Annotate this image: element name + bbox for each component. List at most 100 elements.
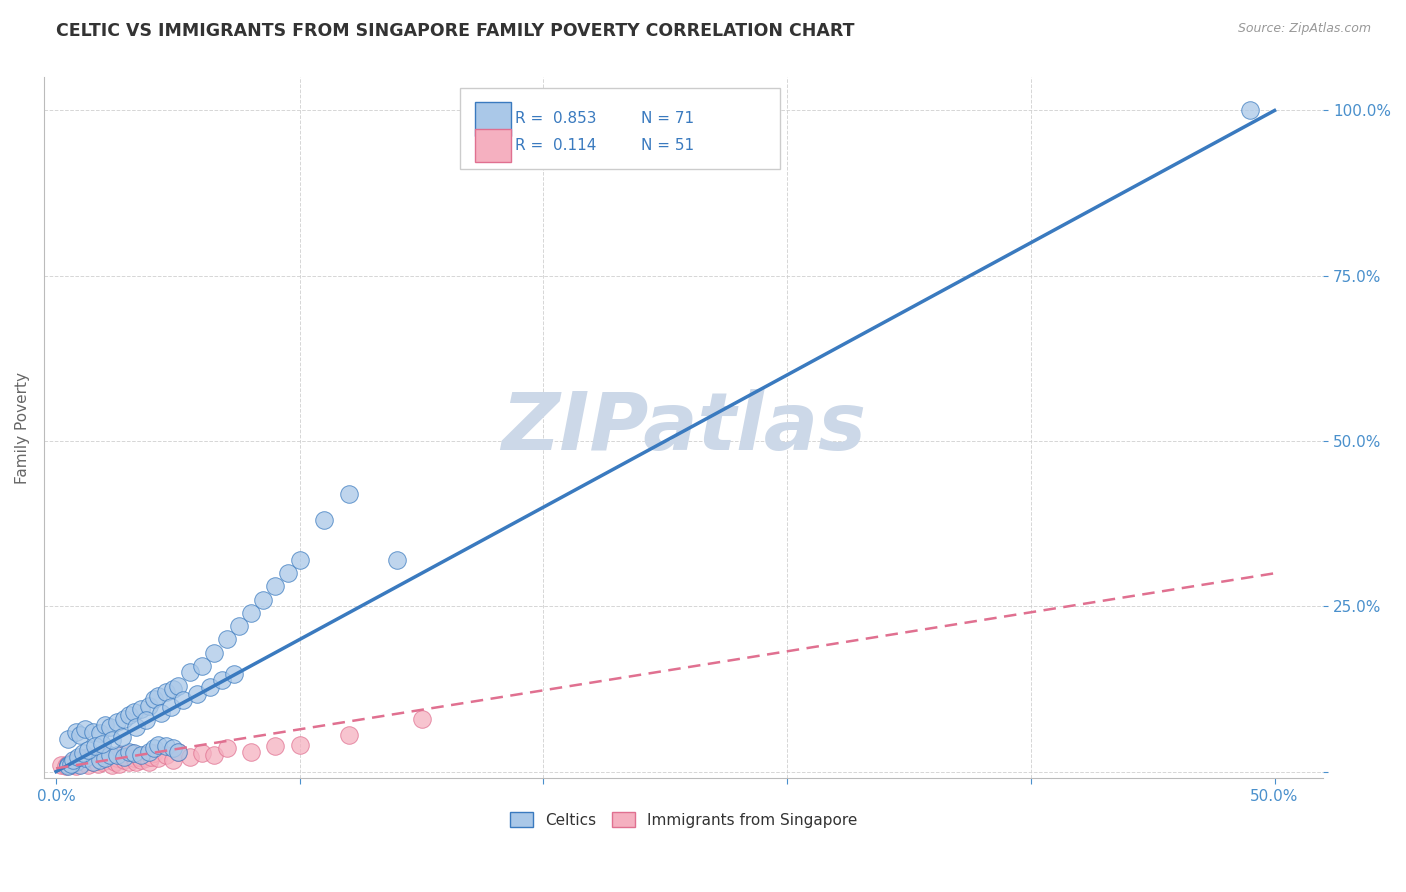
Point	[135, 751, 157, 765]
Point	[131, 753, 153, 767]
Point	[132, 748, 155, 763]
Text: R =  0.114: R = 0.114	[515, 138, 596, 153]
Point	[186, 687, 208, 701]
Point	[98, 748, 121, 763]
Point	[288, 553, 311, 567]
Point	[240, 606, 263, 620]
Point	[314, 513, 336, 527]
Point	[111, 748, 134, 763]
Point	[387, 553, 409, 567]
Text: Source: ZipAtlas.com: Source: ZipAtlas.com	[1237, 22, 1371, 36]
Point	[204, 748, 226, 763]
Point	[122, 746, 145, 760]
Point	[131, 748, 153, 763]
Point	[148, 689, 170, 703]
Point	[138, 755, 160, 769]
Point	[204, 646, 226, 660]
Point	[121, 746, 143, 760]
Point	[75, 751, 97, 765]
Point	[105, 748, 128, 763]
Point	[69, 758, 91, 772]
Point	[142, 741, 165, 756]
Point	[65, 755, 87, 769]
Point	[159, 699, 181, 714]
Point	[49, 758, 72, 772]
Point	[66, 750, 89, 764]
Point	[94, 748, 117, 763]
FancyBboxPatch shape	[475, 102, 510, 136]
Point	[131, 702, 153, 716]
Point	[72, 746, 94, 760]
Point	[105, 751, 128, 765]
Point	[108, 756, 131, 771]
Point	[91, 737, 114, 751]
Point	[125, 755, 148, 769]
Point	[264, 580, 287, 594]
Point	[65, 725, 87, 739]
Point	[337, 728, 360, 742]
Point	[79, 750, 101, 764]
Point	[191, 746, 214, 760]
Point	[98, 720, 121, 734]
Point	[101, 758, 124, 772]
Point	[138, 698, 160, 713]
Point	[89, 726, 111, 740]
Point	[118, 745, 141, 759]
Point	[211, 673, 233, 688]
Point	[94, 718, 117, 732]
Point	[69, 728, 91, 742]
Point	[179, 665, 201, 680]
Y-axis label: Family Poverty: Family Poverty	[15, 372, 30, 483]
Point	[277, 566, 299, 581]
Point	[89, 753, 111, 767]
Point	[59, 756, 82, 771]
Point	[76, 758, 98, 772]
Point	[222, 666, 245, 681]
Point	[103, 755, 125, 769]
Point	[167, 745, 190, 759]
Point	[112, 750, 135, 764]
Point	[167, 679, 190, 693]
Point	[139, 750, 162, 764]
Text: R =  0.853: R = 0.853	[515, 112, 596, 127]
Point	[122, 705, 145, 719]
Point	[55, 759, 77, 773]
Text: N = 71: N = 71	[641, 112, 695, 127]
Point	[162, 681, 184, 696]
Point	[138, 745, 160, 759]
Point	[228, 619, 250, 633]
Point	[101, 732, 124, 747]
Point	[75, 755, 97, 769]
Point	[411, 712, 433, 726]
Point	[191, 658, 214, 673]
Point	[148, 751, 170, 765]
Point	[82, 755, 104, 769]
Point	[122, 751, 145, 765]
Point	[58, 731, 80, 746]
Point	[148, 738, 170, 752]
Point	[86, 756, 108, 771]
Point	[112, 712, 135, 726]
Point	[240, 745, 263, 759]
Legend: Celtics, Immigrants from Singapore: Celtics, Immigrants from Singapore	[503, 805, 863, 834]
Point	[337, 487, 360, 501]
Point	[155, 685, 177, 699]
Point	[215, 632, 238, 647]
Point	[198, 680, 221, 694]
Text: CELTIC VS IMMIGRANTS FROM SINGAPORE FAMILY POVERTY CORRELATION CHART: CELTIC VS IMMIGRANTS FROM SINGAPORE FAMI…	[56, 22, 855, 40]
Point	[84, 753, 107, 767]
Point	[96, 753, 118, 767]
FancyBboxPatch shape	[475, 128, 510, 162]
Point	[135, 713, 157, 727]
Point	[62, 755, 84, 769]
Point	[72, 751, 94, 765]
Text: N = 51: N = 51	[641, 138, 695, 153]
Text: ZIPatlas: ZIPatlas	[501, 389, 866, 467]
Point	[76, 743, 98, 757]
Point	[115, 750, 138, 764]
Point	[82, 725, 104, 739]
Point	[149, 706, 172, 721]
Point	[142, 746, 165, 760]
Point	[264, 739, 287, 754]
Point	[58, 756, 80, 771]
